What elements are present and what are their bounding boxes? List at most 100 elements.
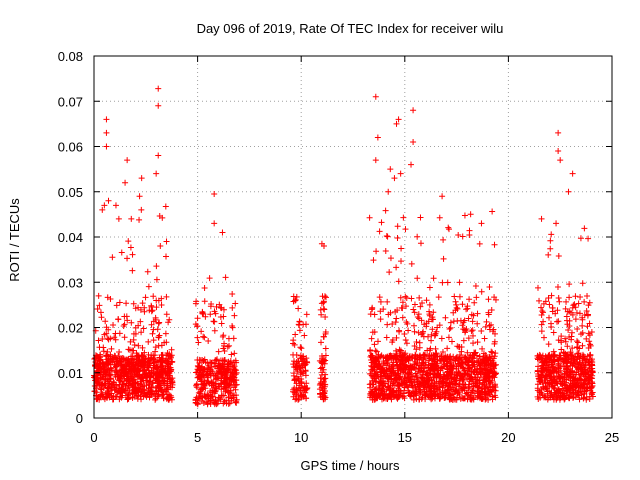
roti-data-point	[555, 360, 562, 367]
roti-data-point	[109, 254, 116, 261]
roti-data-point	[321, 381, 328, 388]
roti-data-point	[135, 342, 142, 349]
roti-data-point	[126, 363, 133, 370]
x-tick-label: 15	[398, 430, 412, 445]
roti-data-point	[138, 175, 145, 182]
roti-data-point	[420, 328, 427, 335]
roti-data-point	[546, 301, 553, 308]
roti-data-point	[223, 400, 230, 407]
roti-data-point	[481, 389, 488, 396]
roti-data-point	[107, 335, 114, 342]
roti-data-point	[367, 347, 374, 354]
roti-data-point	[489, 208, 496, 215]
roti-data-point	[130, 336, 137, 343]
roti-data-point	[153, 365, 160, 372]
roti-data-point	[103, 330, 110, 337]
roti-data-point	[465, 358, 472, 365]
roti-data-point	[426, 284, 433, 291]
roti-data-point	[399, 305, 406, 312]
roti-data-point	[221, 342, 228, 349]
roti-data-point	[150, 293, 157, 300]
roti-data-point	[414, 313, 421, 320]
roti-data-point	[368, 362, 375, 369]
roti-data-point	[93, 368, 100, 375]
roti-data-point	[416, 369, 423, 376]
roti-data-point	[387, 394, 394, 401]
roti-data-point	[440, 255, 447, 262]
roti-data-point	[405, 371, 412, 378]
roti-data-point	[228, 351, 235, 358]
roti-data-point	[290, 298, 297, 305]
roti-data-point	[193, 298, 200, 305]
roti-data-point	[444, 345, 451, 352]
roti-data-point	[461, 371, 468, 378]
roti-data-point	[380, 306, 387, 313]
roti-data-point	[201, 334, 208, 341]
roti-data-point	[434, 392, 441, 399]
roti-data-point	[439, 279, 446, 286]
roti-data-point	[396, 327, 403, 334]
roti-data-point	[98, 386, 105, 393]
roti-data-point	[413, 361, 420, 368]
roti-data-point	[298, 354, 305, 361]
roti-data-point	[319, 293, 326, 300]
roti-data-point	[295, 375, 302, 382]
roti-data-point	[111, 334, 118, 341]
roti-data-point	[146, 307, 153, 314]
roti-data-point	[555, 318, 562, 325]
roti-data-point	[586, 385, 593, 392]
roti-data-point	[118, 249, 125, 256]
roti-data-point	[201, 380, 208, 387]
roti-data-point	[195, 363, 202, 370]
roti-data-point	[382, 207, 389, 214]
roti-data-point	[369, 394, 376, 401]
roti-data-point	[130, 330, 137, 337]
roti-data-point	[133, 350, 140, 357]
roti-data-point	[481, 382, 488, 389]
roti-data-point	[120, 381, 127, 388]
roti-data-point	[565, 393, 572, 400]
y-tick-label: 0.08	[58, 49, 83, 64]
roti-data-point	[122, 369, 129, 376]
roti-data-point	[539, 369, 546, 376]
roti-data-point	[104, 376, 111, 383]
roti-data-point	[581, 298, 588, 305]
roti-data-point	[455, 231, 462, 238]
roti-data-point	[387, 255, 394, 262]
roti-data-point	[562, 338, 569, 345]
roti-data-point	[584, 323, 591, 330]
roti-data-point	[411, 328, 418, 335]
roti-data-point	[492, 361, 499, 368]
roti-data-point	[386, 366, 393, 373]
roti-data-point	[562, 335, 569, 342]
roti-data-point	[489, 349, 496, 356]
roti-data-point	[293, 359, 300, 366]
roti-data-point	[482, 323, 489, 330]
roti-data-point	[575, 363, 582, 370]
roti-data-point	[408, 295, 415, 302]
roti-data-point	[553, 370, 560, 377]
roti-data-point	[568, 382, 575, 389]
roti-data-point	[204, 372, 211, 379]
roti-data-point	[429, 392, 436, 399]
roti-data-point	[101, 202, 108, 209]
roti-data-point	[123, 356, 130, 363]
roti-data-point	[411, 309, 418, 316]
roti-data-point	[562, 305, 569, 312]
roti-data-point	[384, 233, 391, 240]
roti-data-point	[195, 339, 202, 346]
roti-data-point	[317, 391, 324, 398]
roti-data-point	[393, 353, 400, 360]
roti-data-point	[294, 368, 301, 375]
roti-data-point	[230, 359, 237, 366]
roti-data-point	[468, 311, 475, 318]
roti-data-point	[572, 316, 579, 323]
roti-data-point	[577, 353, 584, 360]
roti-data-point	[550, 329, 557, 336]
roti-data-point	[559, 390, 566, 397]
roti-data-point	[387, 166, 394, 173]
roti-data-point	[541, 357, 548, 364]
roti-data-point	[491, 387, 498, 394]
roti-data-point	[132, 379, 139, 386]
roti-data-point	[400, 360, 407, 367]
